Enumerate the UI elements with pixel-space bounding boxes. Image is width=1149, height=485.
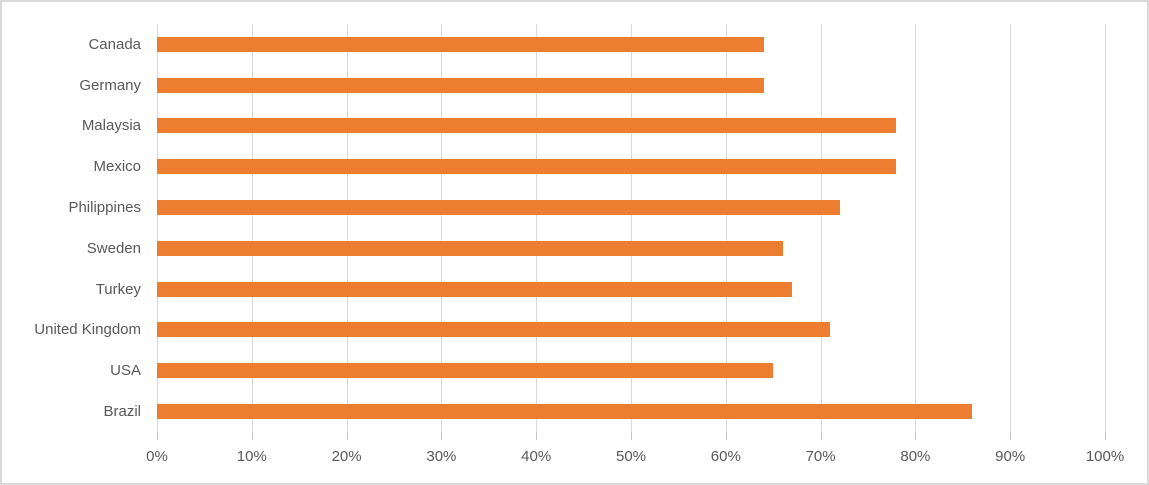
bar-malaysia bbox=[157, 118, 897, 134]
category-label: Turkey bbox=[95, 280, 141, 298]
x-axis-tick-mark bbox=[820, 432, 822, 440]
bar-row: USA bbox=[2, 350, 1105, 391]
gridline bbox=[725, 24, 727, 432]
x-axis-tick-mark bbox=[631, 432, 632, 440]
bar-track bbox=[157, 363, 1105, 379]
x-axis-ticks bbox=[157, 432, 1106, 440]
category-label: USA bbox=[110, 362, 141, 380]
category-label: Philippines bbox=[68, 199, 141, 217]
x-tick-label: 60% bbox=[710, 448, 741, 465]
x-tick-label: 100% bbox=[1085, 448, 1125, 465]
x-axis-tick-mark bbox=[725, 432, 727, 440]
gridline bbox=[441, 24, 443, 432]
x-axis-tick-mark bbox=[157, 432, 158, 440]
gridline bbox=[1010, 24, 1012, 432]
bar-brazil bbox=[157, 404, 973, 420]
bar-track bbox=[157, 404, 1105, 420]
bar-row: Sweden bbox=[2, 228, 1105, 269]
gridline bbox=[915, 24, 917, 432]
bar-row: Canada bbox=[2, 24, 1105, 65]
x-axis-tick-mark bbox=[346, 432, 348, 440]
bar-row: Brazil bbox=[2, 391, 1105, 432]
bar-row: United Kingdom bbox=[2, 310, 1105, 351]
bar-track bbox=[157, 159, 1105, 175]
category-label: Canada bbox=[88, 35, 141, 53]
bar-row: Malaysia bbox=[2, 106, 1105, 147]
x-axis-tick-mark bbox=[251, 432, 253, 440]
bar-row: Turkey bbox=[2, 269, 1105, 310]
x-axis-tick-mark bbox=[1105, 432, 1106, 440]
gridline bbox=[1105, 24, 1106, 432]
x-tick-label: 10% bbox=[236, 448, 267, 465]
bar-track bbox=[157, 36, 1105, 52]
category-label: Mexico bbox=[93, 158, 141, 176]
gridline bbox=[536, 24, 538, 432]
bar-row: Mexico bbox=[2, 146, 1105, 187]
bar-mexico bbox=[157, 159, 897, 175]
gridline bbox=[820, 24, 822, 432]
x-tick-label: 40% bbox=[521, 448, 552, 465]
category-label: Germany bbox=[79, 76, 141, 94]
x-tick-label: 20% bbox=[331, 448, 362, 465]
bar-usa bbox=[157, 363, 774, 379]
x-tick-label: 70% bbox=[805, 448, 836, 465]
gridline bbox=[251, 24, 253, 432]
x-tick-label: 90% bbox=[995, 448, 1026, 465]
bar-track bbox=[157, 200, 1105, 216]
category-label: Malaysia bbox=[81, 117, 141, 135]
category-label: United Kingdom bbox=[34, 321, 141, 339]
gridline bbox=[631, 24, 632, 432]
bar-philippines bbox=[157, 200, 840, 216]
gridlines-layer bbox=[157, 24, 1106, 432]
bar-sweden bbox=[157, 240, 783, 256]
gridline bbox=[346, 24, 348, 432]
bar-track bbox=[157, 322, 1105, 338]
bar-canada bbox=[157, 36, 764, 52]
bar-united-kingdom bbox=[157, 322, 831, 338]
x-axis-tick-mark bbox=[536, 432, 538, 440]
bar-track bbox=[157, 118, 1105, 134]
bar-track bbox=[157, 77, 1105, 93]
plot-area: Canada Germany Malaysia Mexico Philippines Sw… bbox=[2, 24, 1105, 432]
x-axis-tick-mark bbox=[915, 432, 917, 440]
bar-row: Philippines bbox=[2, 187, 1105, 228]
x-tick-label: 30% bbox=[426, 448, 457, 465]
bar-track bbox=[157, 281, 1105, 297]
bar-row: Germany bbox=[2, 65, 1105, 106]
x-axis-tick-mark bbox=[441, 432, 443, 440]
gridline bbox=[157, 24, 158, 432]
category-label: Sweden bbox=[86, 239, 141, 257]
category-label: Brazil bbox=[103, 403, 141, 421]
x-tick-label: 50% bbox=[615, 448, 647, 465]
x-tick-label: 0% bbox=[146, 448, 168, 465]
bar-germany bbox=[157, 77, 764, 93]
bar-track bbox=[157, 240, 1105, 256]
x-axis-labels: 0% 10% 20% 30% 40% 50% 60% 70% 80% 90% 100% bbox=[146, 448, 1124, 472]
bar-turkey bbox=[157, 281, 793, 297]
x-tick-label: 80% bbox=[900, 448, 931, 465]
x-axis-tick-mark bbox=[1010, 432, 1012, 440]
